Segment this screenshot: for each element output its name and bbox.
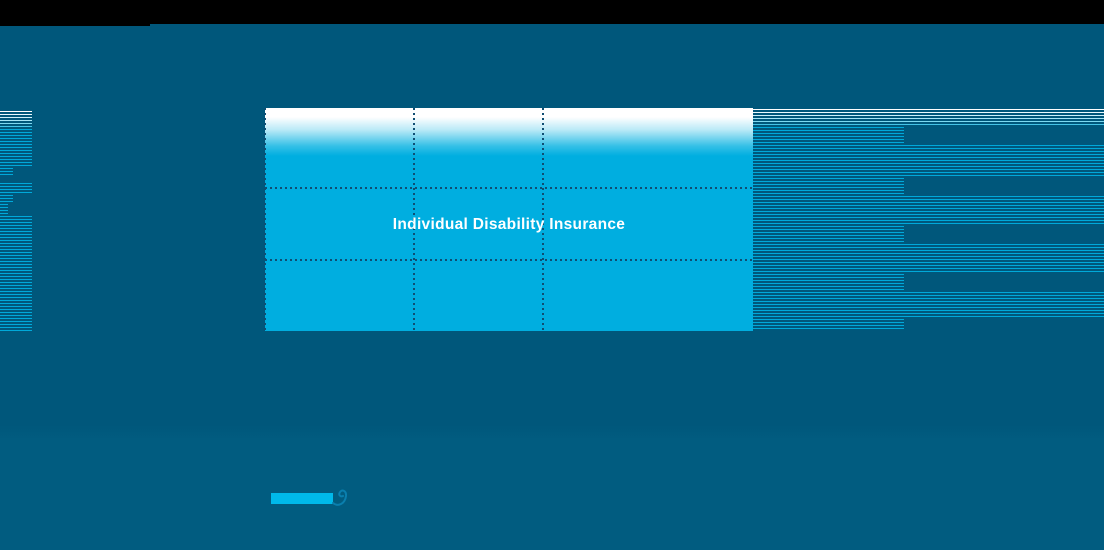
- stripe-line: [0, 126, 32, 127]
- stripe-pattern: [0, 129, 32, 331]
- stripe-line: [0, 117, 32, 118]
- stripe-gap-overlay: [904, 273, 1104, 291]
- left-stripes-decoration: [0, 110, 32, 331]
- stripe-gap-overlay: [0, 177, 32, 183]
- swash-icon: [332, 489, 348, 506]
- stripe-line: [0, 123, 32, 124]
- stripe-line: [753, 109, 1104, 110]
- stripe-gap-overlay: [13, 168, 32, 178]
- grid-line-horizontal-2: [265, 259, 753, 261]
- hero-panel: Individual Disability Insurance: [264, 108, 753, 331]
- top-bar-notch: [0, 0, 150, 26]
- stripe-line: [753, 112, 1104, 113]
- stripe-line: [0, 111, 32, 112]
- grid-line-vertical-1: [413, 108, 415, 331]
- stripe-line: [753, 115, 1104, 116]
- stripe-gap-overlay: [904, 225, 1104, 243]
- top-bar: [0, 0, 1104, 24]
- stripe-gap-overlay: [904, 127, 1104, 145]
- stripe-gap-overlay: [904, 177, 1104, 195]
- stripe-gap-overlay: [13, 193, 32, 215]
- grid-line-vertical-2: [542, 108, 544, 331]
- hero-title: Individual Disability Insurance: [392, 216, 626, 233]
- cta-link-bar[interactable]: [271, 493, 333, 504]
- stripe-line: [753, 124, 1104, 125]
- stripe-line: [753, 118, 1104, 119]
- stripe-gap-overlay: [8, 203, 13, 215]
- right-stripes-decoration: [753, 108, 1104, 331]
- stripe-line: [753, 121, 1104, 122]
- stripe-line: [0, 120, 32, 121]
- grid-line-horizontal-1: [265, 187, 753, 189]
- stripe-gap-overlay: [904, 319, 1104, 331]
- stripe-line: [0, 114, 32, 115]
- grid-line-vertical-edge: [264, 108, 266, 331]
